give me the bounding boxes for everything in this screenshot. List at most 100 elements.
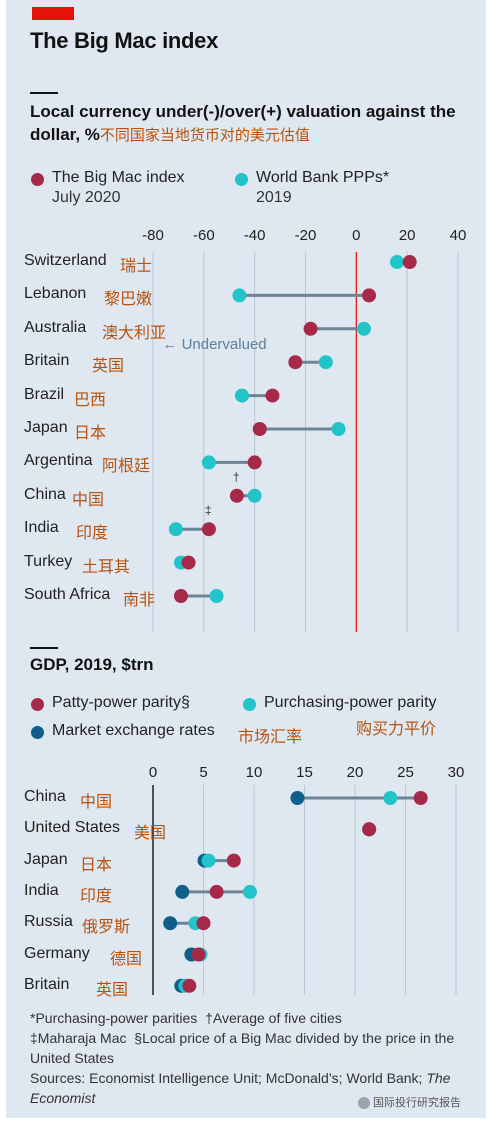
row-label-cn: 中国 <box>80 794 113 811</box>
legend-patty-label: Patty-power parity§ <box>52 694 190 711</box>
x-tick-label: 10 <box>245 764 263 781</box>
row-label-cn: 美国 <box>134 825 167 843</box>
x-tick-label: 20 <box>346 764 364 781</box>
row-label-cn: 德国 <box>110 950 143 968</box>
wechat-icon <box>358 1097 370 1110</box>
row-label-cn: 南非 <box>123 592 156 609</box>
legend-ppp-sub: 2019 <box>256 189 292 206</box>
x-tick-label: -60 <box>192 227 215 244</box>
row-label: Australia <box>24 318 87 336</box>
ppp-point <box>247 488 262 503</box>
ppp-point <box>390 255 404 269</box>
row-label: Lebanon <box>24 285 87 303</box>
row-label: Switzerland <box>24 252 107 269</box>
row-label-cn: 阿根廷 <box>102 458 151 476</box>
market-point <box>163 916 178 931</box>
x-tick-label: 5 <box>199 764 208 781</box>
bigmac-point <box>288 355 303 370</box>
row-label: Britain <box>24 352 70 370</box>
legend-bigmac-label: The Big Mac index <box>52 169 185 186</box>
watermark-text: 国际投行研究报告 <box>373 1097 461 1109</box>
row-label: Russia <box>24 913 73 931</box>
footnote-avg: †Average of five cities <box>205 1010 342 1026</box>
legend-purchasing-dot <box>243 698 256 711</box>
legend-market-label: Market exchange rates <box>52 722 215 739</box>
legend-bigmac-dot <box>31 173 44 186</box>
footnote-sources: Sources: Economist Intelligence Unit; Mc… <box>30 1070 423 1086</box>
x-tick-label: 20 <box>398 227 416 244</box>
footnote-mark: † <box>232 469 240 484</box>
x-tick-label: -80 <box>142 227 164 244</box>
row-label-cn: 中国 <box>72 491 105 509</box>
purchasing-point <box>383 791 398 805</box>
undervalued-annotation: ← Undervalued <box>162 336 267 354</box>
section-rule <box>30 92 58 94</box>
bigmac-point <box>362 288 377 303</box>
row-label-cn: 俄罗斯 <box>82 919 131 937</box>
chart2-title: GDP, 2019, $trn <box>30 655 154 674</box>
row-label-cn: 日本 <box>74 425 107 442</box>
watermark: 国际投行研究报告 <box>358 1094 461 1110</box>
bigmac-point <box>247 455 262 470</box>
patty-point <box>182 978 197 993</box>
bigmac-point <box>265 388 280 403</box>
row-label: Argentina <box>24 452 93 470</box>
economist-red-tag <box>32 7 74 20</box>
patty-point <box>362 822 377 837</box>
row-label: South Africa <box>24 586 111 603</box>
x-tick-label: -20 <box>294 227 317 244</box>
chart1-title-note: 不同国家当地货币对的美元估值 <box>99 127 310 144</box>
x-tick-label: 40 <box>449 227 467 244</box>
patty-point <box>191 947 206 962</box>
x-tick-label: 30 <box>447 764 465 781</box>
row-label-cn: 印度 <box>80 887 113 905</box>
x-tick-label: 15 <box>296 764 313 781</box>
row-label-cn: 日本 <box>80 856 113 874</box>
legend-ppp-dot <box>235 173 248 186</box>
chart-card: The Big Mac index Local currency under(-… <box>6 0 486 1118</box>
ppp-point <box>234 388 249 403</box>
footnote-sources-italic: The Economist <box>30 1070 451 1106</box>
row-label: China <box>24 485 66 503</box>
row-label-cn: 土耳其 <box>82 558 131 576</box>
legend-bigmac-sub: July 2020 <box>52 189 121 206</box>
footnote-mark: ‡ <box>204 503 212 518</box>
chart1-title: Local currency under(-)/over(+) valuatio… <box>30 102 456 144</box>
bigmac-point <box>173 589 188 603</box>
ppp-point <box>318 355 333 370</box>
page-title: The Big Mac index <box>30 28 219 53</box>
row-label: India <box>24 519 59 537</box>
bigmac-point <box>402 255 417 269</box>
legend-purchasing-label: Purchasing-power parity <box>264 694 437 711</box>
legend-ppp-label: World Bank PPPs* <box>256 169 390 186</box>
patty-point <box>413 791 428 805</box>
row-label-cn: 黎巴嫩 <box>104 291 153 309</box>
bigmac-point <box>229 488 244 503</box>
bigmac-point <box>252 422 267 436</box>
row-label: Germany <box>24 944 90 962</box>
market-point <box>290 791 305 805</box>
footnote-maharaja: ‡Maharaja Mac <box>30 1030 127 1046</box>
section-rule-2 <box>30 647 58 649</box>
x-tick-label: -40 <box>243 227 266 244</box>
patty-point <box>226 853 241 868</box>
legend-bigmac: The Big Mac index July 2020 <box>52 168 185 208</box>
purchasing-point <box>242 884 257 899</box>
ppp-point <box>201 455 216 470</box>
footnotes: *Purchasing-power parities †Average of f… <box>30 1008 480 1108</box>
legend-market-dot <box>31 726 44 739</box>
ppp-point <box>168 522 183 537</box>
patty-point <box>196 916 211 931</box>
row-label: Japan <box>24 850 68 868</box>
row-label-cn: 英国 <box>96 981 129 999</box>
ppp-point <box>356 321 371 336</box>
bigmac-point <box>181 555 196 570</box>
row-label-cn: 澳大利亚 <box>102 324 167 342</box>
purchasing-point <box>201 853 216 868</box>
row-label: United States <box>24 819 121 837</box>
ppp-point <box>331 422 346 436</box>
market-point <box>175 884 190 899</box>
ppp-point <box>232 288 247 303</box>
row-label-cn: 英国 <box>92 358 125 376</box>
